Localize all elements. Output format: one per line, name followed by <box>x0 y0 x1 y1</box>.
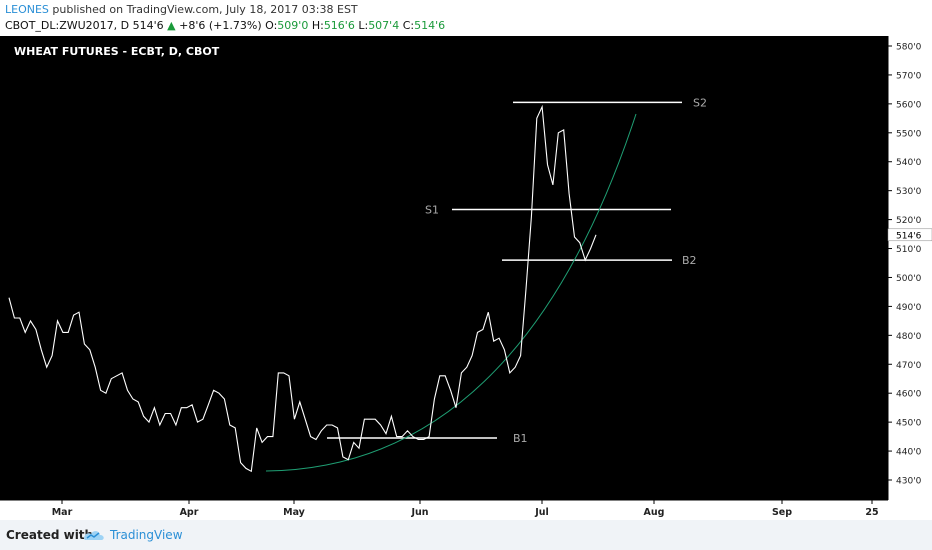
y-tick-group: 580'0 570'0 560'0 550'0 540'0 530'0 520'0 510'0… <box>888 43 922 487</box>
x-tick-label: Apr <box>180 507 199 518</box>
parabolic-curve <box>265 113 637 472</box>
last-price-marker: 514'6 <box>887 228 932 242</box>
x-tick-label: Aug <box>644 507 665 518</box>
high-value: 516'6 <box>323 19 355 32</box>
y-tick-label: 510'0 <box>896 245 922 255</box>
price-change: +8'6 (+1.73%) <box>179 19 262 32</box>
y-tick-label: 500'0 <box>896 274 922 284</box>
y-tick-label: 540'0 <box>896 158 922 168</box>
x-tick-label: Mar <box>52 507 73 518</box>
high-label: H: <box>311 19 324 32</box>
last-price-box <box>887 228 932 242</box>
symbol-info: CBOT_DL:ZWU2017, D 514'6 ▲ +8'6 (+1.73%)… <box>5 19 445 32</box>
chart-area[interactable]: WHEAT FUTURES - ECBT, D, CBOT 580'0 570'0… <box>0 36 932 520</box>
y-tick-label: 570'0 <box>896 71 922 81</box>
y-tick-label: 440'0 <box>896 448 922 458</box>
series-group <box>8 104 597 473</box>
publish-info: LEONES published on TradingView.com, Jul… <box>5 3 358 16</box>
y-tick-label: 470'0 <box>896 361 922 371</box>
last-price: 514'6 <box>132 19 164 32</box>
price-series-line <box>8 104 597 473</box>
open-value: 509'0 <box>277 19 309 32</box>
price-axis[interactable] <box>888 36 932 520</box>
chart-header: LEONES published on TradingView.com, Jul… <box>0 0 932 36</box>
tradingview-logo-icon[interactable] <box>82 527 106 543</box>
level-group: S2 S1 B2 B1 <box>327 96 707 445</box>
level-label-s2: S2 <box>693 96 707 109</box>
close-label: C: <box>402 19 415 32</box>
y-tick-label: 450'0 <box>896 419 922 429</box>
close-value: 514'6 <box>414 19 446 32</box>
x-tick-label: Jul <box>534 507 549 518</box>
price-chart[interactable]: WHEAT FUTURES - ECBT, D, CBOT 580'0 570'0… <box>0 36 932 520</box>
y-tick-label: 520'0 <box>896 216 922 226</box>
open-label: O: <box>265 19 278 32</box>
y-tick-label: 430'0 <box>896 477 922 487</box>
tradingview-brand[interactable]: TradingView <box>110 528 183 542</box>
x-tick-label: 25 <box>865 507 878 518</box>
y-tick-label: 530'0 <box>896 187 922 197</box>
symbol-name: CBOT_DL:ZWU2017, D <box>5 19 130 32</box>
x-tick-group: Mar Apr May Jun Jul Aug Sep 25 <box>52 500 879 518</box>
author-link[interactable]: LEONES <box>5 3 49 16</box>
up-arrow-icon: ▲ <box>167 19 176 32</box>
created-with-text: Created with <box>6 528 94 542</box>
level-label-b1: B1 <box>513 432 528 445</box>
level-label-s1: S1 <box>425 203 439 216</box>
y-tick-label: 490'0 <box>896 303 922 313</box>
x-tick-label: Jun <box>410 507 428 518</box>
low-label: L: <box>358 19 369 32</box>
low-value: 507'4 <box>368 19 400 32</box>
chart-title: WHEAT FUTURES - ECBT, D, CBOT <box>14 45 220 58</box>
level-label-b2: B2 <box>682 254 697 267</box>
y-tick-label: 460'0 <box>896 390 922 400</box>
y-tick-label: 480'0 <box>896 332 922 342</box>
plot-background <box>0 36 888 500</box>
y-tick-label: 560'0 <box>896 100 922 110</box>
y-tick-label: 550'0 <box>896 129 922 139</box>
x-tick-label: May <box>283 507 306 518</box>
y-tick-label: 580'0 <box>896 43 922 53</box>
time-axis[interactable] <box>0 500 888 520</box>
publish-text: published on TradingView.com, July 18, 2… <box>52 3 358 16</box>
x-tick-label: Sep <box>772 507 792 518</box>
last-price-label: 514'6 <box>896 231 922 241</box>
footer: Created with TradingView <box>0 520 932 550</box>
